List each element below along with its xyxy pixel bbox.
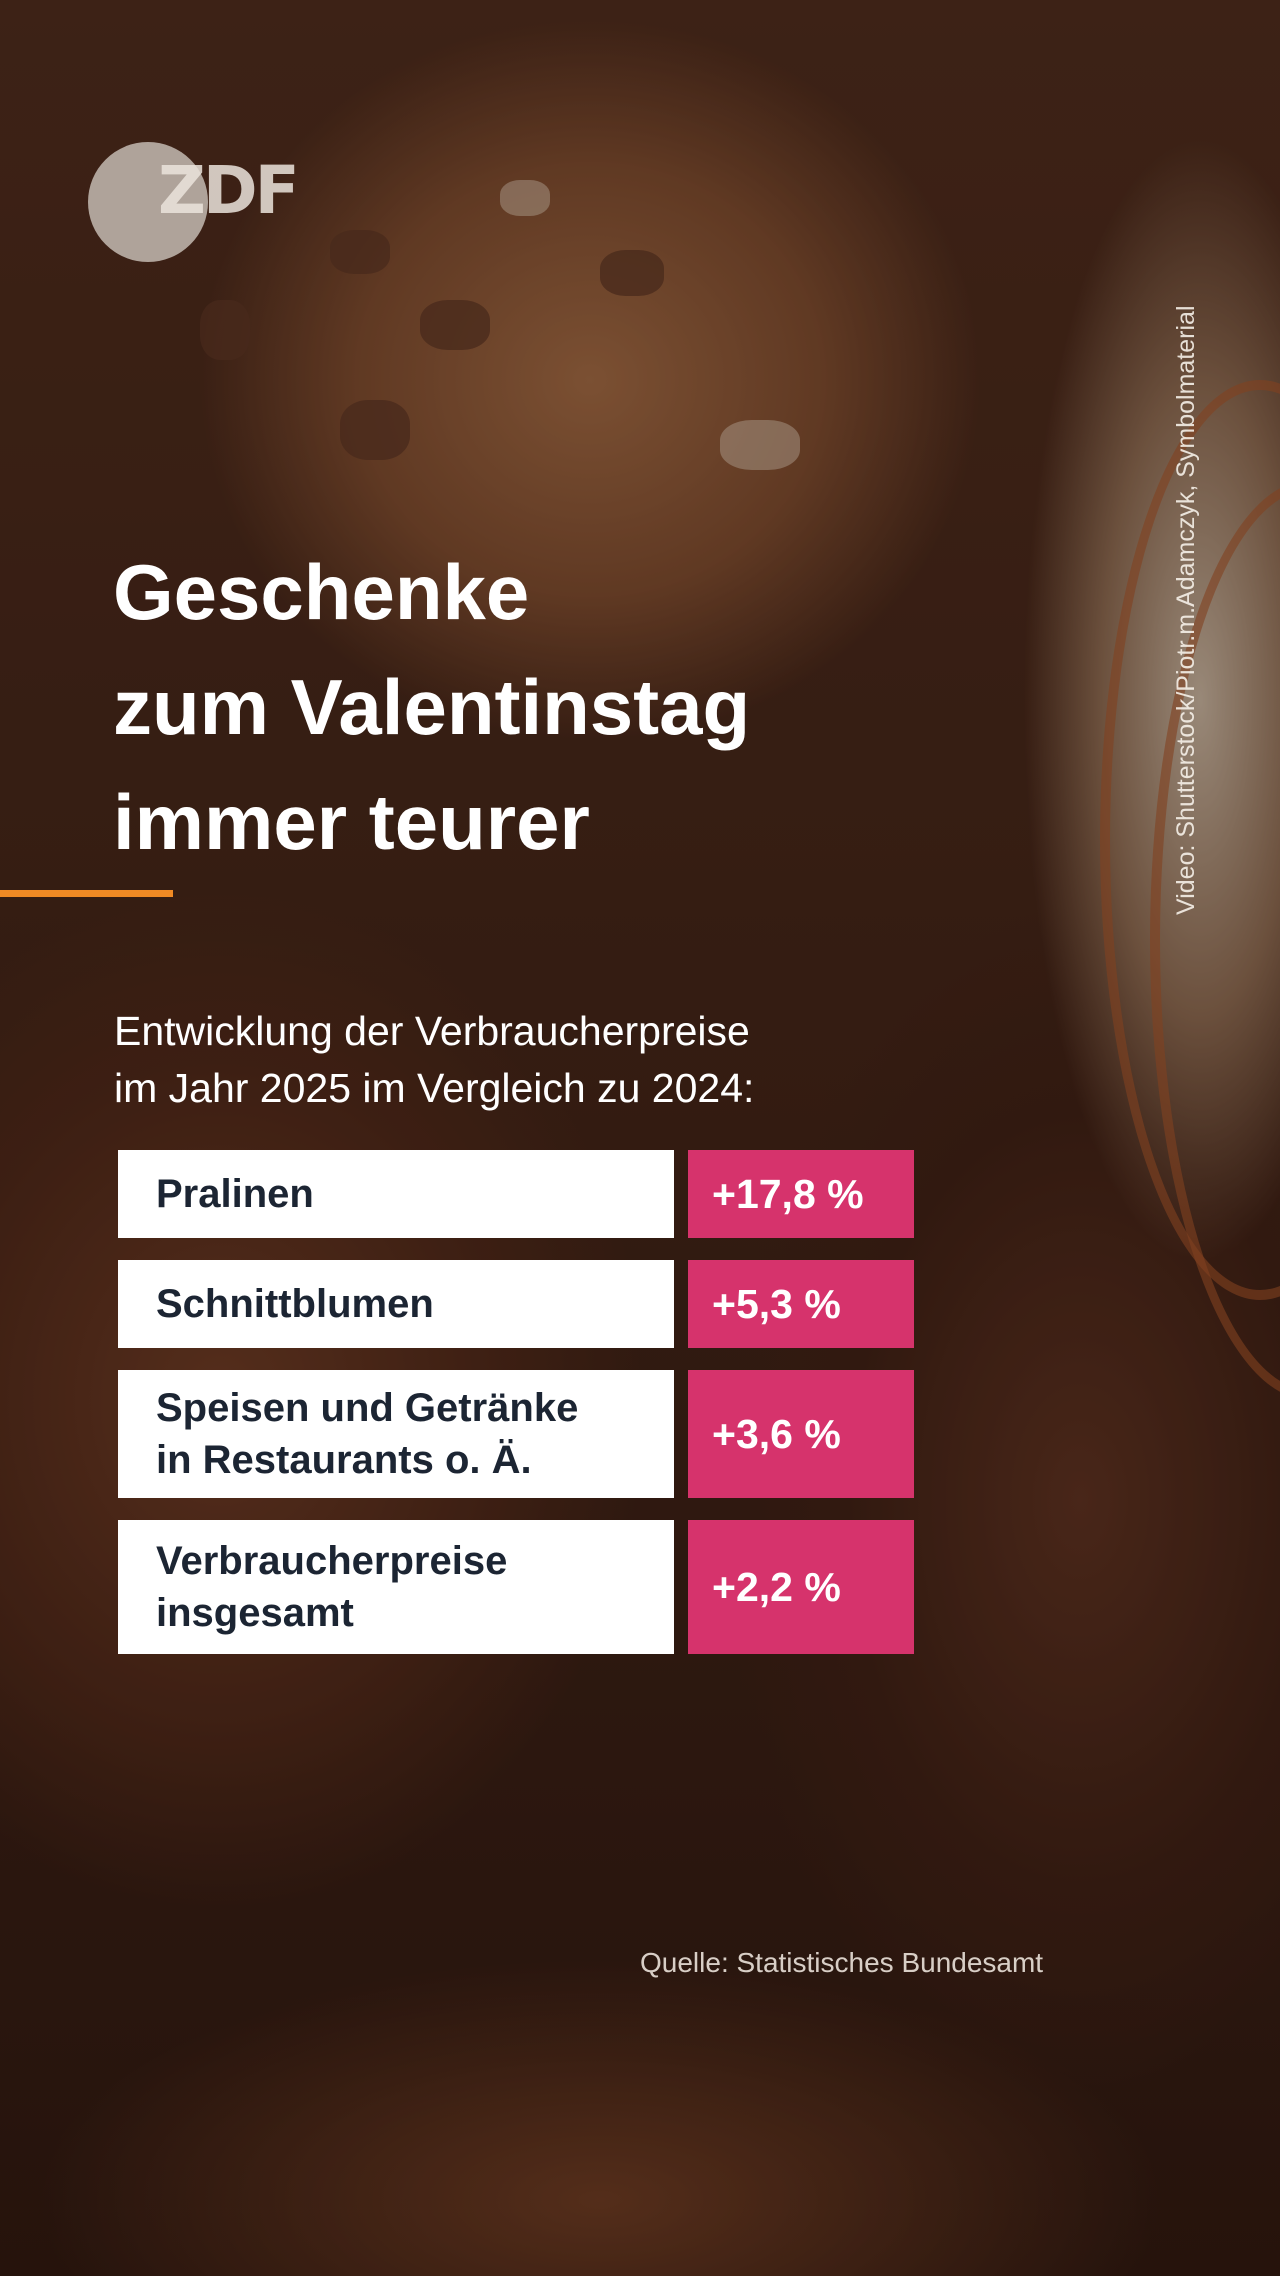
row-label-box: Schnittblumen — [118, 1260, 674, 1348]
headline-line-2: zum Valentinstag — [113, 663, 751, 751]
source-note: Quelle: Statistisches Bundesamt — [640, 1947, 1044, 1978]
cocoa-nib-decoration — [720, 420, 800, 470]
subtitle-line-2: im Jahr 2025 im Vergleich zu 2024: — [114, 1065, 755, 1111]
headline-line-3: immer teurer — [113, 778, 590, 866]
cocoa-nib-decoration — [600, 250, 664, 296]
accent-bar — [0, 890, 173, 897]
row-value-badge: +17,8 % — [688, 1150, 914, 1238]
cocoa-nib-decoration — [500, 180, 550, 216]
cocoa-nib-decoration — [330, 230, 390, 274]
row-label-box: Pralinen — [118, 1150, 674, 1238]
table-row: Schnittblumen +5,3 % — [118, 1260, 914, 1348]
headline-line-1: Geschenke — [113, 548, 530, 636]
row-label: Pralinen — [156, 1172, 314, 1216]
row-label-line-2: in Restaurants o. Ä. — [156, 1438, 532, 1482]
table-row: Pralinen +17,8 % — [118, 1150, 914, 1238]
photo-credit: Video: Shutterstock/Piotr.m.Adamczyk, Sy… — [1172, 305, 1200, 916]
cocoa-nib-decoration — [340, 400, 410, 460]
subtitle-line-1: Entwicklung der Verbraucherpreise — [114, 1008, 750, 1054]
row-value-badge: +3,6 % — [688, 1370, 914, 1498]
table-row: Speisen und Getränke in Restaurants o. Ä… — [118, 1370, 914, 1498]
headline: Geschenke zum Valentinstag immer teurer — [113, 535, 750, 880]
subtitle: Entwicklung der Verbraucherpreise im Jah… — [114, 1003, 754, 1117]
cocoa-nib-decoration — [420, 300, 490, 350]
row-label-box: Speisen und Getränke in Restaurants o. Ä… — [118, 1370, 674, 1498]
row-label-line-1: Speisen und Getränke — [156, 1386, 579, 1430]
zdf-logo-text: ZDF — [158, 152, 300, 229]
row-label-line-2: insgesamt — [156, 1591, 354, 1635]
row-value-badge: +5,3 % — [688, 1260, 914, 1348]
row-label: Schnittblumen — [156, 1282, 434, 1326]
table-row: Verbraucherpreise insgesamt +2,2 % — [118, 1520, 914, 1654]
row-label-box: Verbraucherpreise insgesamt — [118, 1520, 674, 1654]
zdf-logo-circle-icon — [88, 142, 208, 262]
row-label-line-1: Verbraucherpreise — [156, 1539, 508, 1583]
cocoa-nib-decoration — [200, 300, 250, 360]
row-value-badge: +2,2 % — [688, 1520, 914, 1654]
price-table: Pralinen +17,8 % Schnittblumen +5,3 % Sp… — [118, 1150, 914, 1676]
